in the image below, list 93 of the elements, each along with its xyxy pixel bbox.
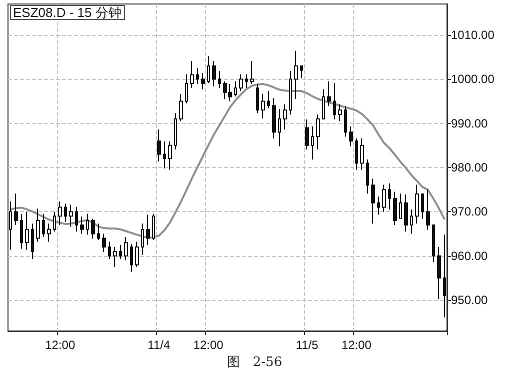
candlestick <box>174 112 177 150</box>
candlestick <box>360 138 364 170</box>
candlestick <box>168 140 172 170</box>
candlestick <box>190 60 194 88</box>
candlestick <box>207 56 210 84</box>
y-tick-label: 960.00 <box>451 248 488 263</box>
candlestick <box>20 213 23 250</box>
candlestick <box>91 218 95 240</box>
candlestick <box>86 213 89 236</box>
candlestick <box>393 191 397 226</box>
y-tick-label: 950.00 <box>451 293 488 308</box>
candlestick <box>53 211 56 232</box>
candlestick <box>141 223 144 256</box>
candlestick <box>311 126 314 160</box>
candlestick <box>163 140 166 169</box>
candlestick <box>97 223 100 240</box>
candlestick <box>119 244 122 260</box>
candlestick <box>69 204 73 228</box>
candlestick <box>355 138 358 170</box>
y-tick-label: 990.00 <box>451 116 488 130</box>
candlestick <box>421 193 424 220</box>
chart-title: ESZ08.D - 15 分钟 <box>13 5 122 20</box>
candlestick <box>305 118 309 150</box>
candlestick <box>256 83 259 114</box>
candlestick <box>130 243 133 272</box>
candlestick <box>344 106 347 138</box>
candlestick <box>338 104 342 122</box>
candlestick <box>36 208 40 242</box>
candlestick <box>102 233 106 252</box>
caption: 图 2-56 <box>226 355 282 370</box>
y-tick-label: 980.00 <box>451 160 488 174</box>
candlestick <box>75 206 78 232</box>
candlestick <box>239 74 243 92</box>
candlestick <box>201 72 205 90</box>
y-tick-label: 1000.00 <box>451 72 495 86</box>
candlestick <box>432 224 435 263</box>
candlestick <box>272 98 276 139</box>
candlestick <box>9 201 12 250</box>
candlestick <box>283 104 287 130</box>
candlestick <box>377 196 380 216</box>
candlestick <box>250 60 254 84</box>
candlestick <box>267 90 270 109</box>
candlestick <box>212 60 216 87</box>
candlestick <box>366 159 369 194</box>
y-tick-label: 970.00 <box>451 204 488 219</box>
candlestick <box>404 194 408 232</box>
candlestick <box>152 213 155 240</box>
x-tick-label: 12:00 <box>341 338 372 352</box>
x-tick-label: 11/4 <box>148 338 170 352</box>
x-tick-label: 12:00 <box>45 338 76 352</box>
candlestick <box>300 65 303 79</box>
candlestick <box>185 74 188 104</box>
candlestick <box>443 234 446 318</box>
candlestick <box>42 213 45 238</box>
candlestick <box>196 68 199 84</box>
candlestick <box>58 201 62 226</box>
candlestick <box>349 126 353 147</box>
candlestick <box>382 184 386 212</box>
candlestick <box>31 223 34 260</box>
candlestick <box>108 241 111 260</box>
candlestick <box>261 94 265 119</box>
candlestick <box>157 128 161 162</box>
candlestick <box>80 216 84 234</box>
candlestick <box>316 114 320 150</box>
candlestick <box>322 88 325 120</box>
candlestick <box>294 50 298 100</box>
candlestick <box>399 193 402 220</box>
candlestick <box>218 70 221 88</box>
candlestick <box>25 211 29 250</box>
candlestick <box>14 193 18 226</box>
candlestick <box>124 236 128 261</box>
candlestick <box>415 184 419 224</box>
candlestick <box>146 214 150 246</box>
candlestick <box>327 80 331 107</box>
candlestick <box>278 108 281 147</box>
candlestick <box>333 82 336 120</box>
candlestick <box>437 246 441 300</box>
candlestick <box>289 70 292 115</box>
candlestick <box>388 182 391 210</box>
candlestick <box>234 80 237 97</box>
candlestick <box>245 74 248 88</box>
candlestick <box>410 208 413 234</box>
candlestick <box>426 189 430 230</box>
line-series <box>10 82 446 239</box>
x-tick-label: 12:00 <box>193 338 224 352</box>
x-tick-label: 11/5 <box>296 338 319 352</box>
candlestick <box>135 241 139 268</box>
candlestick <box>179 94 183 122</box>
y-tick-label: 1010.00 <box>451 28 495 42</box>
candlestick <box>113 246 117 268</box>
candlestick <box>64 203 67 222</box>
candlestick <box>371 178 375 224</box>
candlestick <box>47 223 51 242</box>
